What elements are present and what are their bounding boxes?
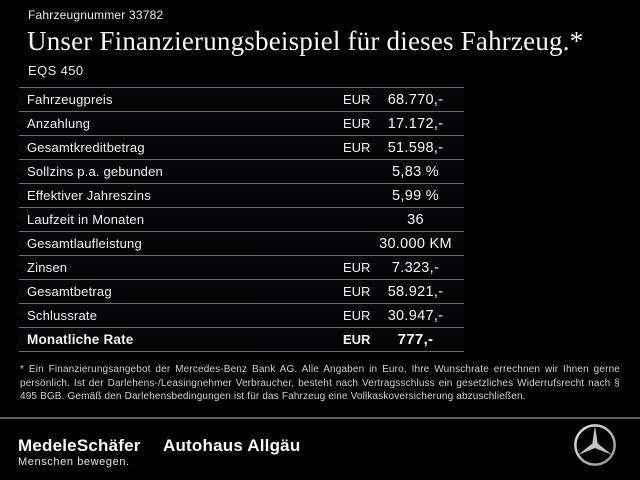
finance-row-label: Gesamtbetrag xyxy=(27,284,112,299)
finance-row-label: Monatliche Rate xyxy=(27,332,134,347)
finance-row-currency: EUR xyxy=(343,140,371,155)
footer-divider xyxy=(0,417,640,419)
page-title: Unser Finanzierungsbeispiel für dieses F… xyxy=(27,26,584,56)
finance-row-value: 68.770,- xyxy=(387,91,444,108)
finance-row: Sollzins p.a. gebunden 5,83 % xyxy=(19,159,464,183)
finance-row-label: Laufzeit in Monaten xyxy=(27,212,145,227)
model-name: EQS 450 xyxy=(28,63,84,78)
finance-row: Gesamtbetrag EUR 58.921,- xyxy=(19,279,464,303)
finance-row-value: 5,83 % xyxy=(392,163,439,180)
finance-row-label: Fahrzeugpreis xyxy=(27,92,113,107)
finance-row-value: 5,99 % xyxy=(392,187,439,204)
finance-row-value: 58.921,- xyxy=(387,283,444,300)
finance-row-currency: EUR xyxy=(343,92,371,107)
finance-row: Gesamtkreditbetrag EUR 51.598,- xyxy=(19,135,464,159)
finance-row: Schlussrate EUR 30.947,- xyxy=(19,303,464,327)
finance-row: Anzahlung EUR 17.172,- xyxy=(19,111,464,135)
finance-row-label: Gesamtkreditbetrag xyxy=(27,140,145,155)
dealer-logo-wordmark: MedeleSchäfer xyxy=(18,436,141,455)
mercedes-benz-star-icon xyxy=(574,424,616,466)
finance-row-label: Zinsen xyxy=(27,260,68,275)
finance-row-label: Effektiver Jahreszins xyxy=(27,188,151,203)
finance-row-label: Gesamtlaufleistung xyxy=(27,236,142,251)
dealer-tagline: Menschen bewegen. xyxy=(18,456,130,468)
finance-row-value: 36 xyxy=(407,211,424,228)
finance-row: Gesamtlaufleistung 30.000 KM xyxy=(19,231,464,255)
finance-row-label: Anzahlung xyxy=(27,116,91,131)
vehicle-number: Fahrzeugnummer 33782 xyxy=(28,8,164,22)
finance-row: Effektiver Jahreszins 5,99 % xyxy=(19,183,464,207)
finance-row-label: Schlussrate xyxy=(27,308,98,323)
finance-row-label: Sollzins p.a. gebunden xyxy=(27,164,163,179)
finance-row-value: 30.947,- xyxy=(387,307,444,324)
finance-row: Monatliche Rate EUR 777,- xyxy=(19,327,464,351)
finance-row: Laufzeit in Monaten 36 xyxy=(19,207,464,231)
finance-row-currency: EUR xyxy=(343,332,371,347)
finance-row: Zinsen EUR 7.323,- xyxy=(19,255,464,279)
finance-row: Fahrzeugpreis EUR 68.770,- xyxy=(19,87,464,111)
finance-row-value: 7.323,- xyxy=(391,259,440,276)
finance-row-value: 30.000 KM xyxy=(379,235,452,252)
finance-row-currency: EUR xyxy=(343,284,371,299)
finance-row-value: 777,- xyxy=(397,331,434,348)
finance-table: Fahrzeugpreis EUR 68.770,- Anzahlung EUR… xyxy=(19,87,464,352)
footnote-text: * Ein Finanzierungsangebot der Mercedes-… xyxy=(20,364,620,402)
dealer-name-autohaus: Autohaus Allgäu xyxy=(163,436,301,455)
finance-row-currency: EUR xyxy=(343,308,371,323)
finance-row-value: 51.598,- xyxy=(387,139,444,156)
finance-row-currency: EUR xyxy=(343,116,371,131)
finance-row-value: 17.172,- xyxy=(387,115,444,132)
finance-row-currency: EUR xyxy=(343,260,371,275)
